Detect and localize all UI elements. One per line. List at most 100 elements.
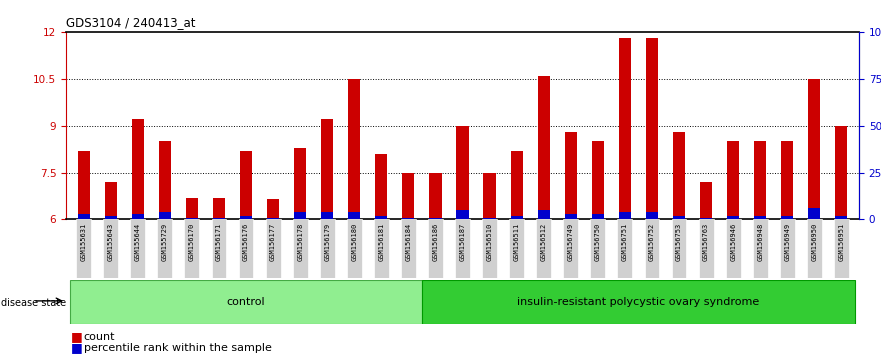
Bar	[646, 212, 658, 219]
Bar	[213, 198, 225, 219]
Bar	[455, 219, 470, 278]
Bar	[780, 219, 795, 278]
Bar	[808, 79, 820, 219]
Bar	[565, 132, 577, 219]
Bar	[103, 219, 118, 278]
Bar	[348, 79, 360, 219]
Bar	[184, 219, 199, 278]
Bar	[727, 141, 739, 219]
Text: GSM156763: GSM156763	[703, 222, 709, 261]
Bar	[537, 210, 550, 219]
Text: GSM156750: GSM156750	[595, 222, 601, 261]
Text: GSM156177: GSM156177	[270, 222, 276, 261]
Bar	[537, 219, 552, 278]
Bar	[131, 119, 144, 219]
Text: GSM155631: GSM155631	[81, 222, 86, 261]
Text: GSM156187: GSM156187	[460, 222, 465, 261]
Bar	[266, 219, 280, 278]
Text: GSM156510: GSM156510	[486, 222, 492, 261]
Bar	[375, 216, 388, 219]
Text: GSM155644: GSM155644	[135, 222, 141, 261]
Bar	[618, 219, 633, 278]
Bar	[70, 280, 422, 324]
Bar	[186, 218, 198, 219]
Bar	[78, 214, 90, 219]
Bar	[429, 172, 441, 219]
Bar	[537, 76, 550, 219]
Bar	[618, 212, 631, 219]
Bar	[294, 212, 307, 219]
Bar	[754, 216, 766, 219]
Text: GSM155729: GSM155729	[162, 222, 168, 261]
Text: GSM156749: GSM156749	[567, 222, 574, 261]
Bar	[726, 219, 741, 278]
Bar	[673, 216, 685, 219]
Text: GSM156948: GSM156948	[757, 222, 763, 261]
Bar	[645, 219, 659, 278]
Bar	[322, 119, 333, 219]
Bar	[727, 216, 739, 219]
Text: GSM156179: GSM156179	[324, 222, 330, 261]
Bar	[429, 218, 441, 219]
Text: GSM156511: GSM156511	[514, 222, 520, 261]
Bar	[700, 218, 712, 219]
Bar	[158, 219, 173, 278]
Bar	[186, 198, 198, 219]
Text: GSM156951: GSM156951	[839, 222, 844, 261]
Bar	[240, 151, 252, 219]
Text: GSM156512: GSM156512	[541, 222, 547, 261]
Text: GSM156184: GSM156184	[405, 222, 411, 261]
Bar	[294, 148, 307, 219]
Text: GSM156753: GSM156753	[676, 222, 682, 261]
Bar	[401, 219, 416, 278]
Text: GSM156946: GSM156946	[730, 222, 737, 261]
Bar	[211, 219, 226, 278]
Bar	[618, 38, 631, 219]
Text: GSM156181: GSM156181	[378, 222, 384, 261]
Bar	[484, 218, 496, 219]
Bar	[807, 219, 822, 278]
Bar	[322, 212, 333, 219]
Bar	[456, 210, 469, 219]
Bar	[159, 141, 171, 219]
Text: GSM156950: GSM156950	[811, 222, 818, 261]
Bar	[159, 212, 171, 219]
Bar	[834, 219, 848, 278]
Text: count: count	[84, 332, 115, 342]
Bar	[700, 182, 712, 219]
Bar	[563, 219, 578, 278]
Text: insulin-resistant polycystic ovary syndrome: insulin-resistant polycystic ovary syndr…	[517, 297, 759, 307]
Bar	[673, 132, 685, 219]
Bar	[511, 151, 522, 219]
Text: GSM156176: GSM156176	[243, 222, 249, 261]
Bar	[509, 219, 524, 278]
Text: GSM156170: GSM156170	[189, 222, 195, 261]
Text: ■: ■	[70, 331, 82, 343]
Bar	[292, 219, 307, 278]
Bar	[699, 219, 714, 278]
Bar	[808, 208, 820, 219]
Bar	[403, 172, 414, 219]
Text: disease state: disease state	[1, 298, 66, 308]
Text: GSM155643: GSM155643	[107, 222, 114, 261]
Bar	[482, 219, 497, 278]
Bar	[565, 214, 577, 219]
Text: percentile rank within the sample: percentile rank within the sample	[84, 343, 271, 353]
Bar	[374, 219, 389, 278]
Bar	[77, 219, 91, 278]
Text: GSM156751: GSM156751	[622, 222, 628, 261]
Text: control: control	[226, 297, 265, 307]
Bar	[105, 182, 117, 219]
Text: GDS3104 / 240413_at: GDS3104 / 240413_at	[66, 16, 196, 29]
Bar	[267, 199, 279, 219]
Bar	[347, 219, 362, 278]
Text: ■: ■	[70, 341, 82, 354]
Bar	[105, 216, 117, 219]
Bar	[592, 214, 603, 219]
Bar	[267, 218, 279, 219]
Bar	[671, 219, 686, 278]
Bar	[239, 219, 254, 278]
Bar	[320, 219, 335, 278]
Text: GSM156949: GSM156949	[784, 222, 790, 261]
Text: GSM156186: GSM156186	[433, 222, 439, 261]
